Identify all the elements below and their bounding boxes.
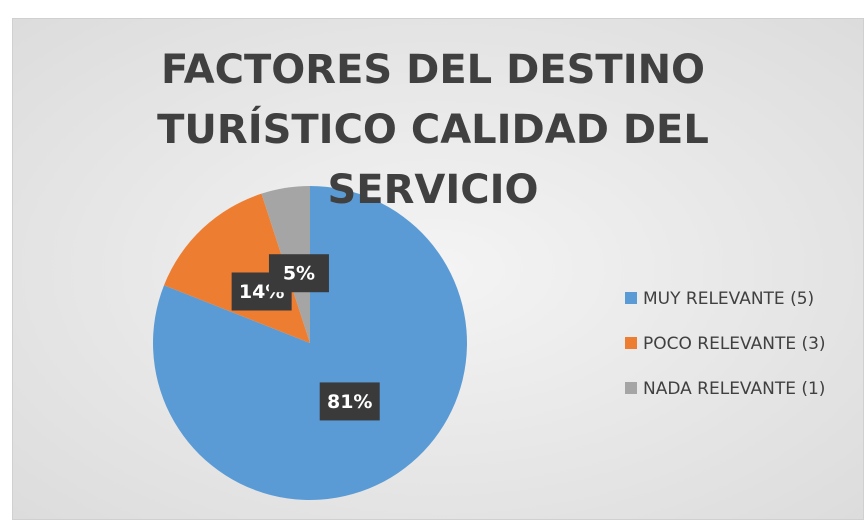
data-label-box (319, 382, 380, 421)
legend-label: POCO RELEVANTE (3) (643, 334, 826, 354)
legend-swatch (625, 337, 637, 349)
data-label: 5% (283, 263, 315, 285)
legend-swatch (625, 292, 637, 304)
data-label: 81% (327, 391, 372, 413)
data-label-box (268, 254, 329, 293)
legend-label: NADA RELEVANTE (1) (643, 379, 825, 399)
legend-label: MUY RELEVANTE (5) (643, 289, 814, 309)
legend-swatch (625, 382, 637, 394)
chart-title: FACTORES DEL DESTINO TURÍSTICO CALIDAD D… (157, 47, 709, 213)
